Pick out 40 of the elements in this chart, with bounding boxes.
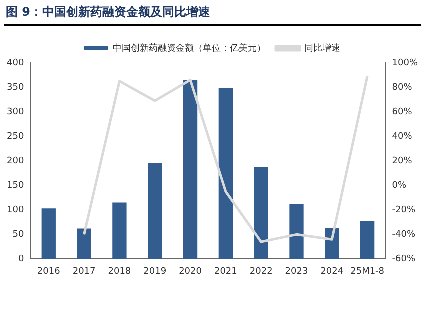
bar xyxy=(254,167,268,260)
x-tick-label: 25M1-8 xyxy=(350,266,385,277)
x-tick-label: 2022 xyxy=(250,266,273,277)
y-tick-label: 50 xyxy=(12,230,24,240)
bar xyxy=(112,202,127,260)
y-tick-label: 300 xyxy=(6,107,24,118)
bar xyxy=(290,204,304,260)
x-tick-label: 2019 xyxy=(144,266,167,277)
y-tick-label: 200 xyxy=(6,156,24,166)
y2-tick-label: 20% xyxy=(392,156,413,166)
bar xyxy=(218,88,234,260)
bar xyxy=(42,208,56,260)
x-tick-label: 2021 xyxy=(214,266,238,277)
legend-label: 中国创新药融资金额（单位：亿美元） xyxy=(113,42,266,54)
y-tick-label: 250 xyxy=(6,132,24,142)
y2-tick-label: 60% xyxy=(392,107,413,118)
bar xyxy=(360,221,375,260)
y-tick-label: 150 xyxy=(6,180,24,191)
chart-title: 图 9：中国创新药融资金额及同比增速 xyxy=(6,4,211,21)
y-tick-label: 0 xyxy=(18,254,24,265)
y2-tick-label: 100% xyxy=(392,58,418,68)
bar xyxy=(183,80,198,260)
y2-tick-label: 40% xyxy=(392,132,413,142)
x-tick-label: 2024 xyxy=(320,266,344,277)
x-tick-label: 2020 xyxy=(179,266,202,277)
x-tick-label: 2017 xyxy=(72,266,96,277)
bar xyxy=(148,163,162,260)
y-tick-label: 350 xyxy=(6,82,24,93)
y-tick-label: 100 xyxy=(6,205,24,216)
y-tick-label: 400 xyxy=(6,58,24,68)
y2-tick-label: 0% xyxy=(392,180,407,191)
x-tick-label: 2018 xyxy=(108,266,132,277)
y2-tick-label: 80% xyxy=(392,82,413,93)
x-tick-label: 2023 xyxy=(285,266,308,277)
y2-tick-label: -40% xyxy=(392,230,416,240)
y2-tick-label: -60% xyxy=(392,254,416,265)
legend-label: 同比增速 xyxy=(304,42,340,54)
y2-tick-label: -20% xyxy=(392,205,416,216)
bar xyxy=(77,228,92,260)
x-tick-label: 2016 xyxy=(37,266,61,277)
